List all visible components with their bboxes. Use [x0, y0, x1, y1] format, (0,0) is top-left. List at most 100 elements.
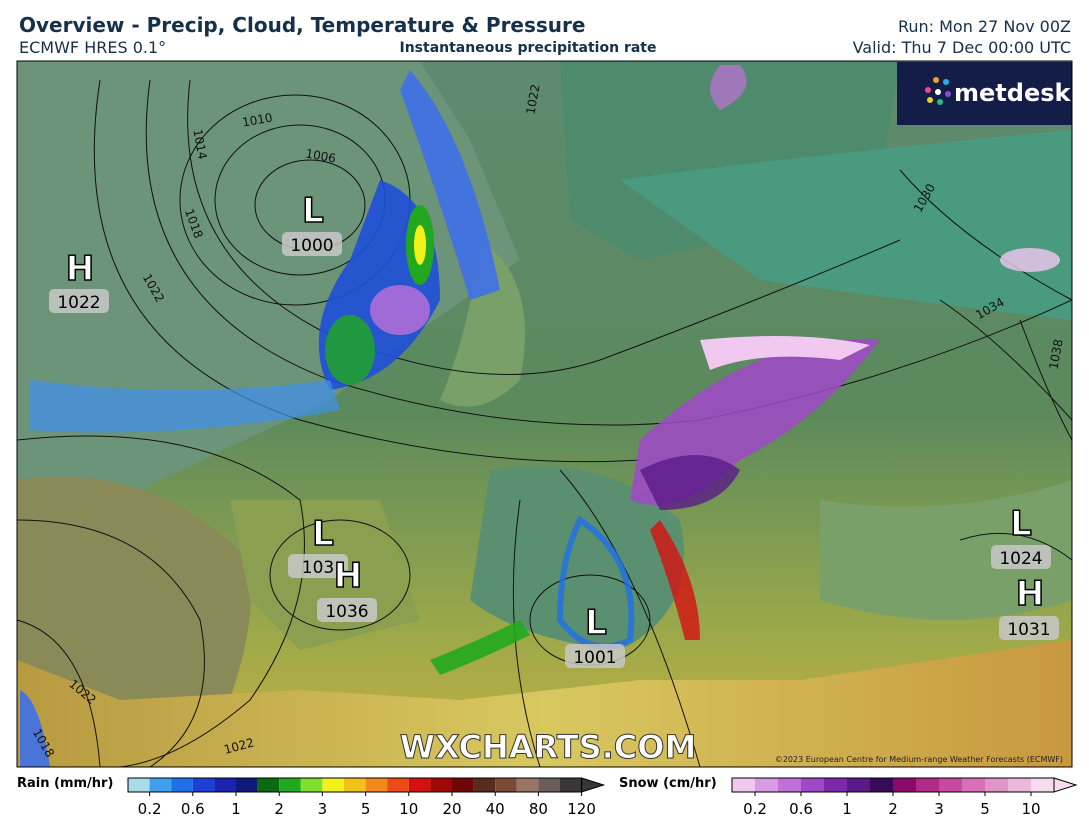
- isobar-label: 1038: [1047, 338, 1066, 371]
- color-swatch: [236, 778, 258, 792]
- color-bar-label: 120: [567, 800, 596, 818]
- pressure-center-type: L: [312, 514, 334, 554]
- watermark: WXCHARTS.COM: [400, 728, 697, 766]
- color-swatch: [778, 778, 801, 792]
- isobar-label: 1010: [241, 111, 274, 130]
- pressure-value-box: [282, 232, 342, 256]
- color-bar-label: 40: [486, 800, 505, 818]
- color-bar-label: 2: [888, 800, 898, 818]
- pressure-center-type: H: [334, 556, 362, 596]
- pressure-center-value: 103: [302, 558, 334, 578]
- color-swatch: [1008, 778, 1031, 792]
- color-bar-label: 5: [980, 800, 990, 818]
- color-swatch: [214, 778, 236, 792]
- color-bar-label: 80: [529, 800, 548, 818]
- color-swatch: [560, 778, 582, 792]
- precipitation: [20, 65, 1060, 767]
- color-swatch: [847, 778, 870, 792]
- color-bar-label: 5: [361, 800, 371, 818]
- color-swatch: [322, 778, 344, 792]
- color-swatch: [962, 778, 985, 792]
- color-swatch: [516, 778, 539, 792]
- color-swatch: [939, 778, 962, 792]
- color-swatch: [452, 778, 474, 792]
- color-swatch: [387, 778, 409, 792]
- color-bar-label: 0.2: [743, 800, 767, 818]
- pressure-value-box: [991, 545, 1051, 569]
- color-swatch: [801, 778, 824, 792]
- color-swatch: [732, 778, 755, 792]
- color-bar-arrow: [581, 777, 606, 793]
- color-bar-label: 20: [442, 800, 461, 818]
- color-bar-frame: [127, 777, 583, 793]
- color-bar-label: 0.2: [138, 800, 162, 818]
- run: Run: Mon 27 Nov 00Z: [898, 17, 1071, 36]
- snow-legend: 0.2 0.6 1 2 3 5 10: [731, 777, 1078, 818]
- pressure-center-type: L: [585, 603, 607, 643]
- pressure-center-value: 1001: [573, 648, 616, 668]
- color-swatch: [171, 778, 193, 792]
- color-swatch: [279, 778, 301, 792]
- color-swatch: [192, 778, 215, 792]
- logo: metdesk: [954, 79, 1072, 107]
- copyright: ©2023 European Centre for Medium-range W…: [775, 755, 1063, 764]
- color-swatch: [985, 778, 1008, 792]
- color-swatch: [538, 778, 560, 792]
- pressure-value-box: [565, 644, 625, 668]
- color-bar-label: 10: [399, 800, 418, 818]
- map: metdesk WXCHARTS.COM ©2023 European Cent…: [17, 61, 1072, 767]
- color-bar-label: 0.6: [181, 800, 205, 818]
- color-bar-label: 3: [318, 800, 328, 818]
- color-swatch: [495, 778, 517, 792]
- isobar-label: 1014: [190, 128, 209, 161]
- color-swatch: [257, 778, 280, 792]
- pressure-center-value: 1031: [1007, 620, 1050, 640]
- color-swatch: [1031, 778, 1054, 792]
- color-bar-arrow: [1053, 777, 1078, 793]
- isobar-label: 1022: [524, 83, 543, 116]
- subtitle: Instantaneous precipitation rate: [400, 40, 657, 56]
- color-bar-label: 2: [274, 800, 284, 818]
- color-swatch: [893, 778, 916, 792]
- pressure-center-value: 1036: [325, 602, 368, 622]
- pressure-center-value: 1024: [999, 549, 1042, 569]
- color-swatch: [344, 778, 366, 792]
- pressure-value-box: [999, 616, 1059, 640]
- color-swatch: [824, 778, 847, 792]
- atlantic: [17, 61, 520, 560]
- pressure-center-type: L: [302, 191, 324, 231]
- color-bar-label: 3: [934, 800, 944, 818]
- pressure-center-type: H: [1016, 574, 1044, 614]
- color-swatch: [473, 778, 496, 792]
- title: Overview - Precip, Cloud, Temperature & …: [19, 13, 585, 37]
- logo-box: [897, 62, 1072, 125]
- rain-legend-title: Rain (mm/hr): [17, 776, 113, 791]
- model: ECMWF HRES 0.1°: [19, 38, 166, 57]
- color-swatch: [128, 778, 150, 792]
- color-swatch: [365, 778, 388, 792]
- pressure-value-box: [288, 554, 348, 578]
- russia: [620, 130, 1072, 320]
- color-bar-label: 10: [1021, 800, 1040, 818]
- pressure-center-value: 1022: [57, 293, 100, 313]
- valid: Valid: Thu 7 Dec 00:00 UTC: [853, 38, 1071, 57]
- logo-icon: [925, 77, 951, 105]
- pressure-value-box: [49, 289, 109, 313]
- color-swatch: [916, 778, 939, 792]
- color-swatch: [755, 778, 778, 792]
- pressure-center-type: H: [66, 249, 94, 289]
- color-swatch: [300, 778, 323, 792]
- pressure-center-value: 1000: [290, 236, 333, 256]
- pressure-center-type: L: [1010, 504, 1032, 544]
- rain-legend: 0.2 0.6 1 2 3 5 10 20 40 80 120: [127, 777, 606, 818]
- north-africa: [17, 640, 1072, 767]
- color-bar-label: 1: [231, 800, 241, 818]
- color-swatch: [408, 778, 431, 792]
- color-swatch: [149, 778, 172, 792]
- isobar-label: 1006: [304, 147, 337, 166]
- turkey: [820, 480, 1072, 620]
- pressure-value-box: [317, 598, 377, 622]
- snow-legend-title: Snow (cm/hr): [619, 776, 717, 791]
